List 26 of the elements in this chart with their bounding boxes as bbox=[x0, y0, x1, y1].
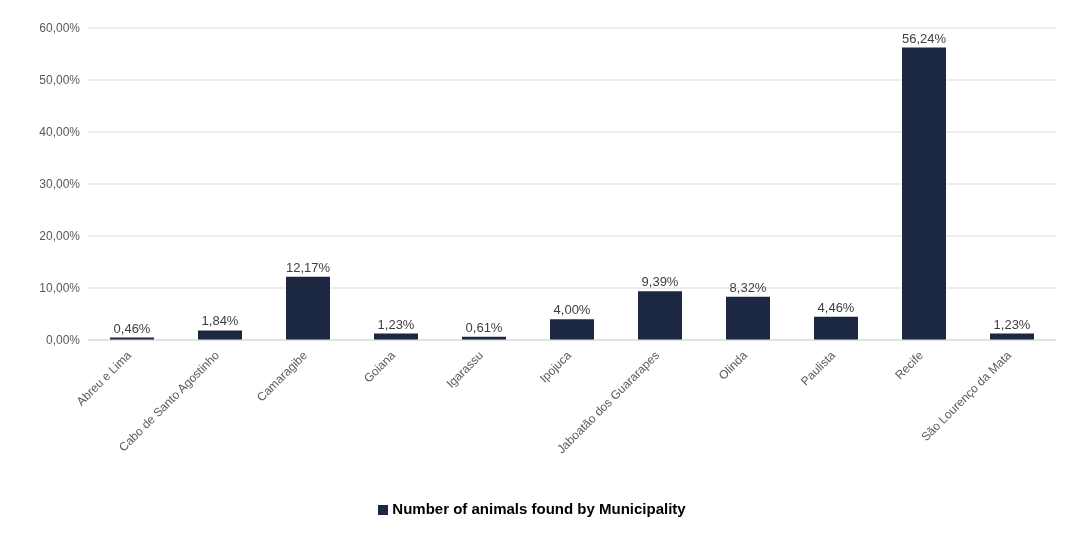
data-label: 4,00% bbox=[553, 302, 591, 318]
y-tick-label: 10,00% bbox=[39, 281, 81, 296]
bar bbox=[814, 316, 858, 340]
bar bbox=[726, 296, 770, 340]
data-label: 1,84% bbox=[201, 313, 239, 329]
y-tick-label: 50,00% bbox=[39, 73, 81, 88]
bar bbox=[286, 276, 330, 340]
y-tick-label: 30,00% bbox=[39, 177, 81, 192]
data-label: 0,46% bbox=[113, 320, 151, 336]
legend-label: Number of animals found by Municipality bbox=[392, 500, 686, 517]
y-tick-label: 0,00% bbox=[45, 333, 81, 348]
data-label: 0,61% bbox=[465, 319, 503, 335]
data-label: 9,39% bbox=[641, 274, 679, 290]
bar bbox=[638, 291, 682, 340]
y-tick-label: 60,00% bbox=[39, 21, 81, 36]
data-label: 12,17% bbox=[285, 259, 331, 275]
bar bbox=[550, 319, 594, 340]
bar bbox=[198, 330, 242, 340]
data-label: 4,46% bbox=[817, 299, 855, 315]
data-label: 1,23% bbox=[993, 316, 1031, 332]
data-label: 8,32% bbox=[729, 279, 767, 295]
y-tick-label: 20,00% bbox=[39, 229, 81, 244]
data-label: 1,23% bbox=[377, 316, 415, 332]
bar bbox=[902, 47, 946, 340]
y-tick-label: 40,00% bbox=[39, 125, 81, 140]
data-label: 56,24% bbox=[901, 30, 947, 46]
